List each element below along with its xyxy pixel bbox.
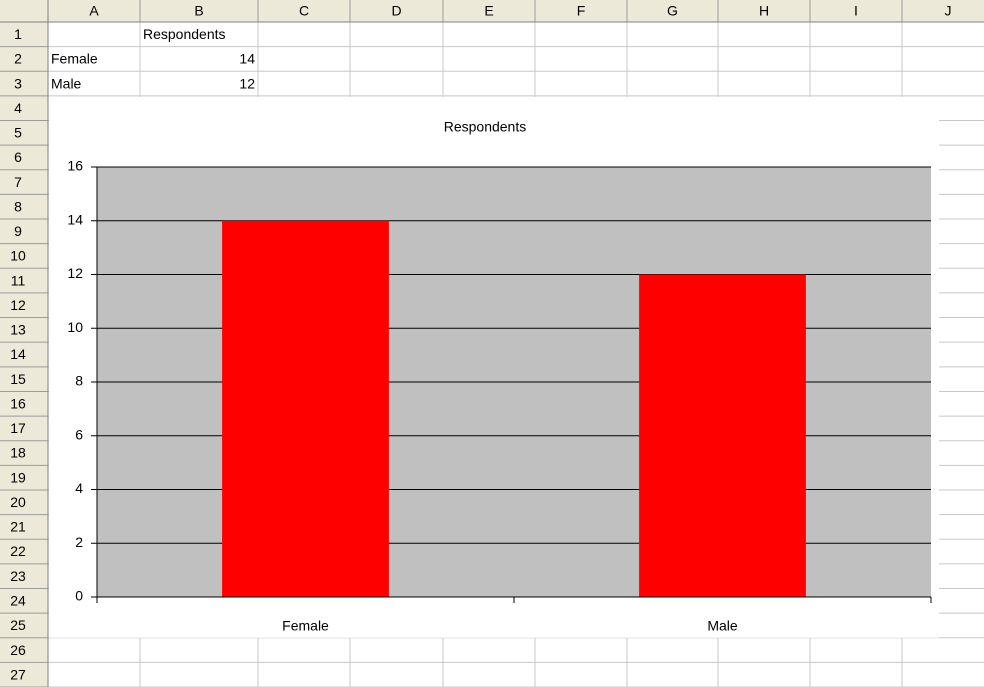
row-header[interactable]: 5	[14, 125, 22, 141]
row-header[interactable]: 7	[14, 174, 22, 190]
row-header[interactable]: 24	[10, 592, 26, 608]
row-header[interactable]: 11	[11, 272, 26, 288]
row-header[interactable]: 15	[10, 371, 26, 387]
row-header[interactable]: 13	[10, 322, 26, 338]
row-header[interactable]: 19	[10, 469, 26, 485]
column-header[interactable]: E	[484, 3, 493, 19]
y-tick-label: 6	[75, 426, 83, 442]
row-header[interactable]: 25	[10, 617, 26, 633]
y-tick-label: 14	[67, 211, 83, 227]
row-header[interactable]: 8	[14, 198, 22, 214]
y-tick-label: 4	[75, 480, 83, 496]
row-header[interactable]: 3	[14, 75, 22, 91]
row-header[interactable]: 1	[14, 26, 22, 42]
row-header[interactable]: 21	[10, 519, 26, 535]
row-header[interactable]: 27	[10, 666, 26, 682]
column-header[interactable]: I	[854, 3, 858, 19]
column-header[interactable]: J	[945, 3, 952, 19]
cell-text[interactable]: 12	[239, 75, 255, 91]
row-header[interactable]: 18	[10, 445, 26, 461]
chart-title: Respondents	[444, 119, 527, 135]
row-header[interactable]: 10	[10, 248, 26, 264]
cell-text[interactable]: Female	[51, 51, 98, 67]
y-tick-label: 10	[67, 319, 83, 335]
row-header[interactable]: 12	[10, 297, 26, 313]
cell-text[interactable]: Male	[51, 75, 82, 91]
bar	[222, 220, 389, 597]
column-header[interactable]: B	[194, 3, 203, 19]
cell-text[interactable]: Respondents	[143, 26, 226, 42]
row-header[interactable]: 23	[10, 568, 26, 584]
column-header[interactable]: F	[577, 3, 586, 19]
y-tick-label: 16	[67, 158, 83, 174]
y-tick-label: 8	[75, 373, 83, 389]
x-tick-label: Male	[707, 618, 738, 634]
bar	[639, 274, 806, 597]
x-tick-label: Female	[282, 618, 329, 634]
column-header-bar	[0, 0, 984, 22]
column-header[interactable]: H	[759, 3, 769, 19]
row-header[interactable]: 14	[10, 346, 26, 362]
y-tick-label: 0	[75, 588, 83, 604]
row-header[interactable]: 20	[10, 494, 26, 510]
row-header[interactable]: 16	[10, 395, 26, 411]
cell-text[interactable]: 14	[239, 51, 255, 67]
row-header[interactable]: 17	[10, 420, 26, 436]
y-tick-label: 12	[67, 265, 83, 281]
column-header[interactable]: G	[667, 3, 678, 19]
row-header[interactable]: 6	[14, 149, 22, 165]
column-header[interactable]: C	[299, 3, 309, 19]
row-header[interactable]: 4	[14, 100, 22, 116]
row-header-bar	[0, 0, 48, 687]
row-header[interactable]: 22	[10, 543, 26, 559]
row-header[interactable]: 26	[10, 642, 26, 658]
column-header[interactable]: A	[89, 3, 99, 19]
y-tick-label: 2	[75, 534, 83, 550]
row-header[interactable]: 2	[14, 51, 22, 67]
column-header[interactable]: D	[391, 3, 401, 19]
row-header[interactable]: 9	[14, 223, 22, 239]
